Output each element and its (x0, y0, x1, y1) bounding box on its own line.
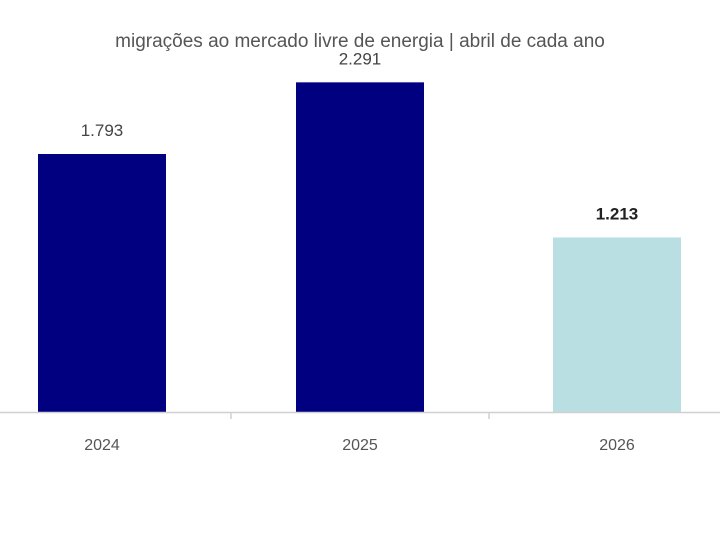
bar-2024 (38, 154, 166, 412)
data-label-2024: 1.793 (81, 121, 124, 140)
chart-title: migrações ao mercado livre de energia | … (115, 31, 605, 52)
data-label-2025: 2.291 (339, 49, 382, 68)
data-labels-layer: 1.793 2.291 1.213 (81, 49, 639, 223)
bars-layer (38, 82, 681, 413)
bar-2025 (296, 82, 424, 413)
x-axis: 2024 2025 2026 (0, 411, 720, 454)
data-label-2026: 1.213 (596, 204, 639, 223)
x-tick-label-2024: 2024 (84, 437, 120, 454)
x-tick-label-2026: 2026 (599, 437, 635, 454)
x-tick-label-2025: 2025 (342, 437, 378, 454)
bar-2026 (553, 237, 681, 412)
